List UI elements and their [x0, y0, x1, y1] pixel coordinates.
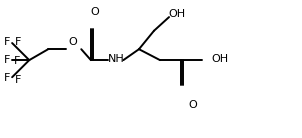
- Text: F: F: [4, 55, 10, 65]
- Text: F: F: [15, 75, 22, 85]
- Text: NH: NH: [108, 54, 124, 64]
- Text: F: F: [4, 73, 10, 83]
- Text: O: O: [188, 100, 197, 110]
- Text: F: F: [15, 37, 22, 47]
- Text: O: O: [90, 7, 99, 17]
- Text: F: F: [14, 56, 20, 66]
- Text: F: F: [4, 37, 10, 47]
- Text: OH: OH: [211, 54, 228, 64]
- Text: O: O: [69, 37, 77, 47]
- Text: OH: OH: [169, 9, 185, 19]
